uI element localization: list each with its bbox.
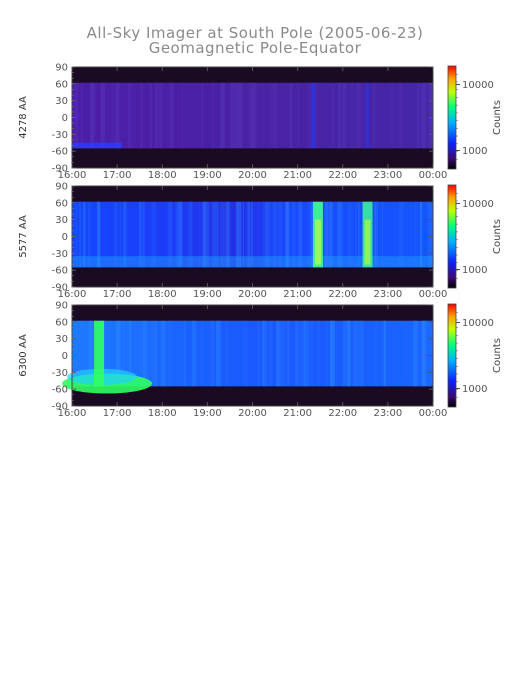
- y-axis-label: 4278 AA: [18, 96, 29, 139]
- x-tick-label: 00:00: [419, 289, 448, 300]
- x-tick-label: 17:00: [103, 408, 132, 419]
- x-tick-label: 21:00: [283, 289, 312, 300]
- y-tick-label: 90: [55, 301, 68, 312]
- y-tick-label: -90: [52, 402, 68, 413]
- x-tick-label: 18:00: [148, 170, 177, 181]
- y-tick-label: -30: [52, 130, 68, 141]
- x-tick-label: 16:00: [58, 289, 87, 300]
- y-tick-label: 0: [62, 232, 68, 243]
- colorbar: [447, 303, 457, 408]
- x-tick-label: 23:00: [373, 289, 402, 300]
- x-tick-label: 19:00: [193, 170, 222, 181]
- x-tick-label: 17:00: [103, 170, 132, 181]
- x-tick-label: 20:00: [238, 408, 267, 419]
- x-tick-label: 16:00: [58, 408, 87, 419]
- y-tick-label: 30: [55, 215, 68, 226]
- y-tick-label: 30: [55, 96, 68, 107]
- x-tick-label: 18:00: [148, 289, 177, 300]
- y-tick-label: -90: [52, 164, 68, 175]
- y-tick-label: 30: [55, 334, 68, 345]
- colorbar-label: Counts: [492, 219, 503, 254]
- colorbar: [447, 184, 457, 289]
- x-tick-label: 22:00: [328, 408, 357, 419]
- chart-title: All-Sky Imager at South Pole (2005-06-23…: [86, 24, 424, 42]
- y-axis-label: 5577 AA: [18, 215, 29, 258]
- x-tick-label: 00:00: [419, 408, 448, 419]
- feature-band-1: [311, 82, 316, 149]
- x-tick-label: 23:00: [373, 170, 402, 181]
- colorbar-label: Counts: [492, 338, 503, 373]
- y-tick-label: -30: [52, 249, 68, 260]
- aurora-texture: [75, 201, 434, 268]
- colorbar-tick-label: 10000: [462, 318, 494, 329]
- y-axis-label: 6300 AA: [18, 334, 29, 377]
- colorbar-tick-label: 1000: [462, 384, 487, 395]
- colorbar-tick-label: 10000: [462, 80, 494, 91]
- y-tick-label: -60: [52, 147, 68, 158]
- x-tick-label: 22:00: [328, 170, 357, 181]
- chart-subtitle: Geomagnetic Pole-Equator: [148, 39, 362, 57]
- x-tick-label: 16:00: [58, 170, 87, 181]
- y-tick-label: 60: [55, 198, 68, 209]
- x-tick-label: 21:00: [283, 170, 312, 181]
- y-tick-label: -60: [52, 266, 68, 277]
- y-tick-label: 90: [55, 63, 68, 74]
- intensity-band: [72, 82, 433, 149]
- y-tick-label: 90: [55, 182, 68, 193]
- y-tick-label: 60: [55, 79, 68, 90]
- x-tick-label: 19:00: [193, 289, 222, 300]
- feature-band-2: [365, 82, 370, 149]
- x-tick-label: 00:00: [419, 170, 448, 181]
- x-tick-label: 18:00: [148, 408, 177, 419]
- colorbar-label: Counts: [492, 100, 503, 135]
- feature-band-1: [94, 320, 105, 387]
- x-tick-label: 22:00: [328, 289, 357, 300]
- x-tick-label: 19:00: [193, 408, 222, 419]
- y-tick-label: -30: [52, 368, 68, 379]
- feature-low-lat: [72, 142, 122, 149]
- aurora-texture: [79, 320, 432, 387]
- colorbar-tick-label: 10000: [462, 199, 494, 210]
- y-tick-label: -60: [52, 385, 68, 396]
- y-tick-label: 0: [62, 351, 68, 362]
- colorbar: [447, 65, 457, 170]
- x-tick-label: 17:00: [103, 289, 132, 300]
- intensity-band: [72, 201, 433, 268]
- x-tick-label: 20:00: [238, 170, 267, 181]
- aurora-texture: [74, 82, 434, 149]
- colorbar-tick-label: 1000: [462, 265, 487, 276]
- colorbar-tick-label: 1000: [462, 146, 487, 157]
- x-tick-label: 23:00: [373, 408, 402, 419]
- x-tick-label: 21:00: [283, 408, 312, 419]
- x-tick-label: 20:00: [238, 289, 267, 300]
- y-tick-label: 60: [55, 317, 68, 328]
- y-tick-label: -90: [52, 283, 68, 294]
- y-tick-label: 0: [62, 113, 68, 124]
